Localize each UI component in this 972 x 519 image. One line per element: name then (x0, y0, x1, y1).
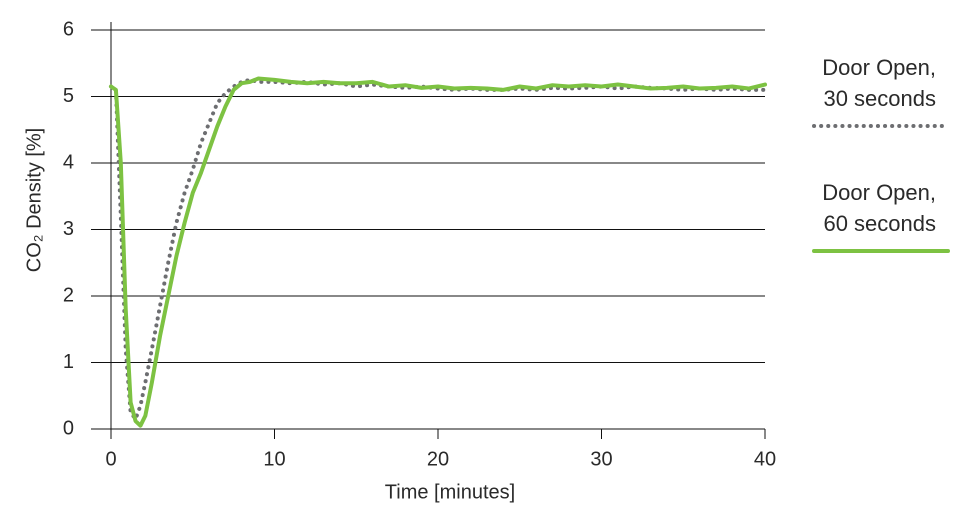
series-line (109, 77, 767, 422)
y-tick-label: 4 (63, 151, 74, 173)
y-tick-label: 6 (63, 18, 74, 40)
x-tick-label: 40 (754, 448, 776, 470)
x-tick-label: 10 (263, 448, 285, 470)
y-tick-label: 0 (63, 417, 74, 439)
x-tick-label: 0 (105, 448, 116, 470)
x-tick-label: 20 (427, 448, 449, 470)
legend-swatch (812, 249, 950, 253)
legend-label: Door Open, 30 seconds (822, 55, 936, 111)
y-tick-label: 5 (63, 85, 74, 107)
y-tick-label: 2 (63, 284, 74, 306)
y-tick-label: 3 (63, 218, 74, 240)
legend-item: Door Open, 60 seconds (808, 177, 958, 257)
legend-label: Door Open, 60 seconds (822, 180, 936, 236)
legend-item: Door Open, 30 seconds (808, 52, 958, 132)
y-tick-label: 1 (63, 351, 74, 373)
legend-swatch (812, 124, 950, 128)
x-axis-title: Time [minutes] (385, 481, 515, 503)
series-line (109, 76, 767, 428)
x-tick-label: 30 (590, 448, 612, 470)
y-axis-title: CO₂ Density [%] (23, 128, 45, 272)
